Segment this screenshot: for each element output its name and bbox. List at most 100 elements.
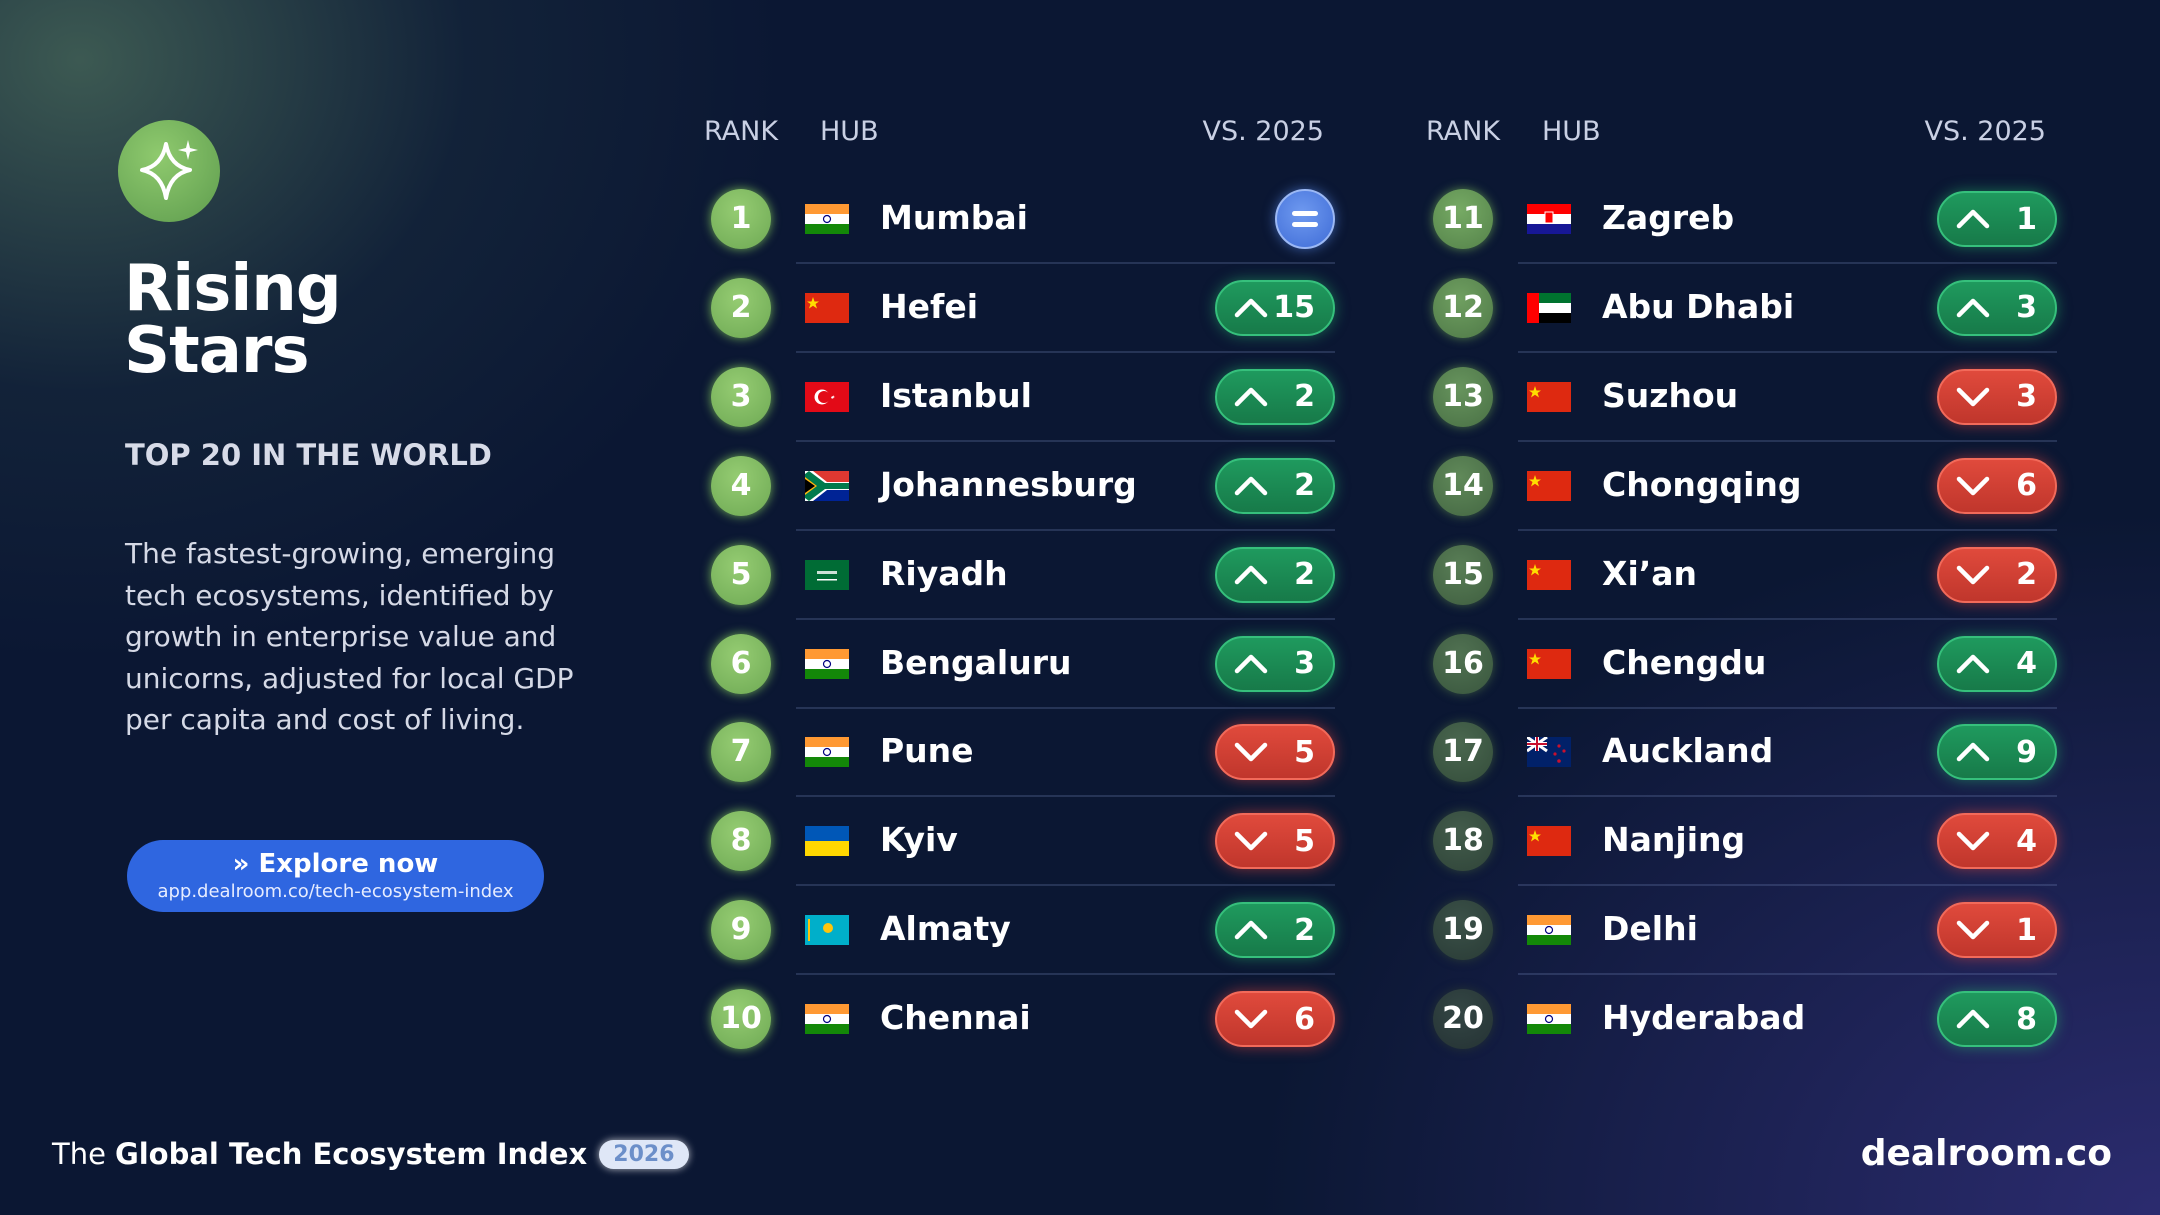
change-pill: 2 — [1215, 368, 1335, 425]
change-arrow — [1233, 562, 1269, 588]
flag — [805, 292, 849, 323]
footer: The Global Tech Ecosystem Index 2026 — [52, 1137, 689, 1171]
flag — [805, 559, 849, 590]
footer-prefix: The — [52, 1137, 106, 1171]
footer-year: 2026 — [599, 1139, 689, 1169]
hub-name: Suzhou — [1602, 375, 1739, 415]
hub-name: Riyadh — [880, 553, 1008, 593]
flag — [805, 826, 849, 857]
row-separator — [1518, 262, 2057, 264]
change-value: 2 — [1294, 557, 1315, 593]
change-arrow — [1955, 206, 1991, 232]
change-arrow — [1233, 651, 1269, 677]
hub-name: Chengdu — [1602, 642, 1767, 682]
equals-icon — [1292, 211, 1318, 227]
button-label: » Explore now — [232, 849, 439, 879]
change-value: 6 — [2016, 468, 2037, 504]
rank-badge: 2 — [711, 277, 771, 338]
change-arrow — [1233, 295, 1269, 321]
column-header: RANK — [1426, 116, 1501, 147]
change-pill: 15 — [1215, 279, 1335, 336]
rank-badge: 20 — [1433, 989, 1493, 1050]
change-pill: 9 — [1937, 724, 2057, 781]
rank-badge: 13 — [1433, 366, 1493, 427]
change-value: 1 — [2016, 201, 2037, 237]
row-separator — [796, 350, 1335, 353]
sparkle-icon — [118, 120, 220, 222]
change-value: 3 — [1294, 646, 1315, 681]
rank-badge: 17 — [1433, 722, 1493, 783]
change-value: 4 — [2016, 646, 2037, 681]
row-separator — [1518, 795, 2057, 798]
change-arrow — [1233, 917, 1269, 943]
hub-name: Auckland — [1602, 731, 1774, 771]
flag-icon — [805, 737, 849, 768]
rank-badge: 4 — [711, 455, 771, 516]
flag-icon — [1527, 915, 1571, 946]
flag — [1527, 648, 1571, 679]
hub-name: Bengaluru — [880, 642, 1072, 682]
change-arrow — [1955, 828, 1991, 854]
subtitle: TOP 20 IN THE WORLD — [125, 438, 492, 472]
rank-badge: 18 — [1433, 811, 1493, 872]
brand: dealroom.co — [1860, 1133, 2112, 1174]
rank-badge: 1 — [711, 189, 771, 249]
flag — [1527, 204, 1571, 235]
change-pill: 1 — [1937, 191, 2057, 247]
rank-badge: 11 — [1433, 189, 1493, 249]
flag — [805, 204, 849, 235]
change-arrow — [1233, 384, 1269, 410]
change-value: 5 — [1294, 823, 1315, 859]
change-arrow — [1955, 473, 1991, 499]
column-header: VS. 2025 — [1924, 116, 2047, 147]
rank-badge: 9 — [711, 900, 771, 961]
change-arrow — [1955, 917, 1991, 943]
change-pill: 3 — [1937, 368, 2057, 425]
change-pill: 2 — [1215, 546, 1335, 603]
flag-icon — [805, 648, 849, 679]
row-separator — [796, 262, 1335, 264]
change-arrow — [1955, 739, 1991, 765]
footer-title: Global Tech Ecosystem Index — [114, 1137, 588, 1171]
change-arrow — [1955, 295, 1991, 321]
rank-badge: 14 — [1433, 455, 1493, 516]
flag — [1527, 1004, 1571, 1035]
explore-button[interactable]: » Explore now app.dealroom.co/tech-ecosy… — [127, 840, 544, 912]
change-pill: 6 — [1215, 991, 1335, 1048]
flag-icon — [1527, 1004, 1571, 1035]
hub-name: Zagreb — [1602, 198, 1735, 237]
row-separator — [796, 617, 1335, 620]
change-value: 4 — [2016, 823, 2037, 859]
flag-icon — [805, 470, 849, 501]
change-arrow — [1233, 473, 1269, 499]
rank-badge: 6 — [711, 633, 771, 694]
rank-badge: 8 — [711, 811, 771, 872]
row-separator — [1518, 973, 2057, 976]
change-pill: 2 — [1215, 457, 1335, 514]
flag-icon — [1526, 736, 1571, 768]
row-separator — [796, 795, 1335, 798]
rank-badge: 10 — [711, 989, 771, 1050]
change-pill: 4 — [1937, 813, 2057, 870]
change-arrow — [1233, 739, 1269, 765]
flag-icon — [805, 826, 849, 857]
change-pill: 3 — [1215, 635, 1335, 692]
row-separator — [1518, 884, 2057, 887]
flag-icon — [1527, 470, 1571, 501]
hub-name: Xi’an — [1602, 553, 1698, 593]
rank-badge: 3 — [711, 366, 771, 427]
hub-name: Chennai — [880, 998, 1031, 1038]
flag — [805, 915, 849, 946]
rank-badge: 16 — [1433, 633, 1493, 694]
flag-icon — [805, 1004, 849, 1035]
change-arrow — [1233, 1006, 1269, 1032]
change-value: 2 — [1294, 379, 1315, 415]
hub-name: Hyderabad — [1602, 998, 1806, 1038]
rank-badge: 19 — [1433, 900, 1493, 961]
change-value: 3 — [2016, 290, 2037, 326]
column-header: RANK — [704, 116, 779, 147]
change-pill: 5 — [1215, 813, 1335, 870]
flag — [805, 470, 849, 501]
flag — [805, 648, 849, 679]
row-separator — [796, 528, 1335, 531]
